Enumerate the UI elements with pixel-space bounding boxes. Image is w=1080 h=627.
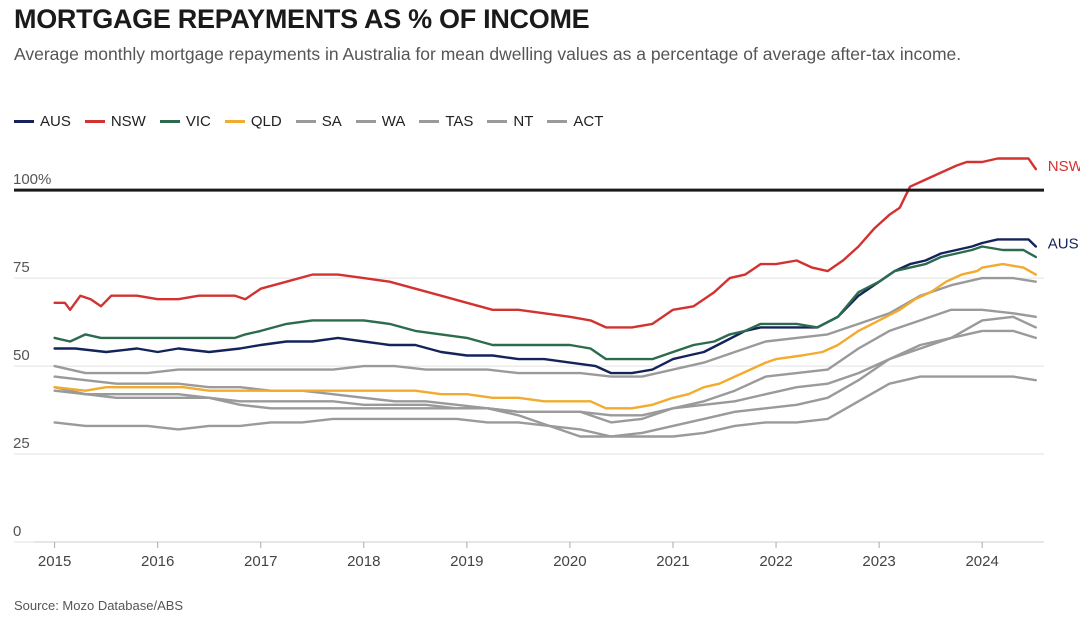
x-tick-label: 2022 — [759, 553, 792, 570]
legend-label: WA — [381, 113, 406, 130]
legend-label: TAS — [445, 113, 474, 130]
end-label-nsw: NSW — [1048, 158, 1080, 175]
y-tick-label: 0 — [13, 523, 21, 540]
gridlines — [14, 277, 1044, 543]
source-note: Source: Mozo Database/ABS — [14, 598, 184, 613]
legend-swatch — [419, 120, 440, 123]
legend-swatch — [355, 120, 376, 123]
x-tick-label: 2019 — [450, 553, 483, 570]
series-line-nsw — [53, 157, 1037, 329]
y-tick-label: 50 — [13, 347, 30, 364]
legend-label: NSW — [110, 113, 146, 130]
legend-item-aus: AUS — [14, 113, 71, 130]
series-line-act — [53, 329, 1037, 438]
series-line-vic — [53, 245, 1037, 361]
y-tick-label: 100% — [13, 171, 51, 188]
x-tick-label: 2024 — [965, 553, 998, 570]
legend-item-tas: TAS — [419, 113, 473, 130]
x-tick-label: 2021 — [656, 553, 689, 570]
legend-item-act: ACT — [547, 113, 603, 130]
legend-swatch — [487, 120, 508, 123]
x-axis-tick-labels: 2015 2016 2017 2018 2019 2020 2021 2022 2023 2024 — [38, 542, 999, 570]
legend-item-vic: VIC — [159, 113, 211, 130]
legend-swatch — [14, 120, 34, 123]
series-line-sa — [53, 276, 1037, 378]
legend-label: NT — [513, 113, 534, 130]
chart-title: MORTGAGE REPAYMENTS AS % OF INCOME — [14, 4, 590, 34]
legend-swatch — [295, 120, 316, 123]
series-line-aus — [53, 238, 1037, 375]
legend-swatch — [84, 120, 105, 123]
legend-label: QLD — [250, 113, 282, 130]
x-tick-label: 2015 — [38, 553, 71, 570]
x-tick-label: 2020 — [553, 553, 586, 570]
x-tick-label: 2018 — [347, 553, 380, 570]
chart-legend: AUS NSW VIC QLD SA WA TAS NT ACT — [14, 113, 617, 130]
x-tick-label: 2017 — [244, 553, 277, 570]
x-tick-label: 2016 — [141, 553, 174, 570]
x-tick-label: 2023 — [862, 553, 895, 570]
legend-swatch — [224, 120, 245, 123]
legend-item-sa: SA — [295, 113, 342, 130]
legend-label: ACT — [573, 113, 604, 130]
y-tick-label: 25 — [13, 435, 30, 452]
chart-subtitle: Average monthly mortgage repayments in A… — [14, 44, 962, 64]
legend-label: VIC — [185, 113, 211, 130]
series-line-qld — [53, 262, 1037, 410]
legend-label: SA — [321, 113, 342, 130]
end-label-aus: AUS — [1048, 235, 1079, 252]
legend-item-qld: QLD — [224, 113, 282, 130]
legend-swatch — [547, 120, 568, 123]
y-tick-label: 75 — [13, 259, 30, 276]
series-lines — [14, 157, 1044, 438]
legend-label: AUS — [40, 113, 71, 130]
legend-item-nsw: NSW — [84, 113, 146, 130]
y-axis-tick-labels: 0 25 50 75 100% — [13, 171, 51, 540]
legend-swatch — [159, 120, 180, 123]
series-end-labels: AUS NSW — [1048, 158, 1080, 252]
legend-item-nt: NT — [487, 113, 533, 130]
legend-item-wa: WA — [355, 113, 406, 130]
